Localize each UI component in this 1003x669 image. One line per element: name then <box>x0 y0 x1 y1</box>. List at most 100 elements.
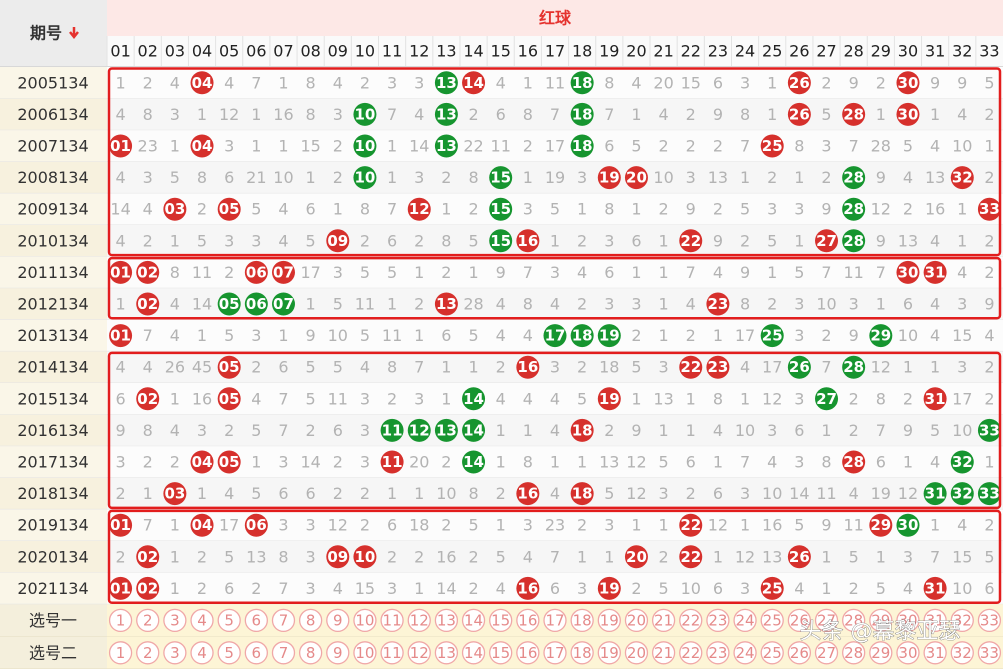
select-number[interactable]: 22 <box>681 644 700 662</box>
select-number[interactable]: 14 <box>464 611 483 629</box>
select-circle[interactable] <box>190 608 214 633</box>
select-number[interactable]: 10 <box>355 644 374 662</box>
select-number[interactable]: 25 <box>763 644 782 662</box>
select-number[interactable]: 30 <box>898 644 917 662</box>
select-circle[interactable] <box>651 608 676 633</box>
select-circle[interactable] <box>842 641 866 665</box>
period-label[interactable]: 2012134 <box>17 295 88 314</box>
select-number[interactable]: 31 <box>926 644 945 662</box>
select-circle[interactable] <box>923 608 947 633</box>
period-label[interactable]: 2010134 <box>17 231 88 250</box>
period-label[interactable]: 2005134 <box>17 73 88 92</box>
select-number[interactable]: 5 <box>224 644 234 662</box>
select-number[interactable]: 32 <box>953 611 972 629</box>
select-circle[interactable] <box>679 641 703 665</box>
select-number[interactable]: 2 <box>143 644 153 662</box>
select-circle[interactable] <box>760 608 784 633</box>
select-circle[interactable] <box>461 641 486 665</box>
select-number[interactable]: 30 <box>898 611 917 629</box>
period-label[interactable]: 2021134 <box>17 579 88 598</box>
select-circle[interactable] <box>244 641 268 665</box>
select-number[interactable]: 9 <box>333 611 343 629</box>
select-number[interactable]: 10 <box>355 611 374 629</box>
select-number[interactable]: 18 <box>573 611 592 629</box>
period-label[interactable]: 2014134 <box>17 358 88 377</box>
select-number[interactable]: 18 <box>573 644 592 662</box>
select-number[interactable]: 31 <box>926 611 945 629</box>
select-number[interactable]: 11 <box>383 611 402 629</box>
select-circle[interactable] <box>814 608 839 633</box>
period-label[interactable]: 2007134 <box>17 137 88 156</box>
sort-arrow[interactable] <box>69 27 79 40</box>
select-circle[interactable] <box>624 608 649 633</box>
select-number[interactable]: 3 <box>170 644 180 662</box>
period-label[interactable]: 2006134 <box>17 105 88 124</box>
select-number[interactable]: 7 <box>279 644 289 662</box>
select-circle[interactable] <box>298 641 323 665</box>
select-number[interactable]: 5 <box>224 611 234 629</box>
select-circle[interactable] <box>434 641 459 665</box>
select-number[interactable]: 33 <box>980 644 999 662</box>
select-circle[interactable] <box>489 641 513 665</box>
select-circle[interactable] <box>353 641 377 665</box>
select-number[interactable]: 6 <box>252 644 262 662</box>
select-circle[interactable] <box>217 608 241 633</box>
select-circle[interactable] <box>733 641 757 665</box>
select-circle[interactable] <box>597 608 621 633</box>
select-number[interactable]: 17 <box>545 644 564 662</box>
select-number[interactable]: 4 <box>197 644 207 662</box>
period-header[interactable]: 期号 <box>30 24 62 43</box>
select-number[interactable]: 28 <box>844 611 863 629</box>
select-circle[interactable] <box>733 608 757 633</box>
period-label[interactable]: 2009134 <box>17 200 88 219</box>
select-circle[interactable] <box>461 608 486 633</box>
select-number[interactable]: 28 <box>844 644 863 662</box>
select-circle[interactable] <box>326 608 350 633</box>
select-circle[interactable] <box>869 608 893 633</box>
select-number[interactable]: 29 <box>871 644 890 662</box>
select-circle[interactable] <box>108 608 133 633</box>
select-number[interactable]: 16 <box>518 644 537 662</box>
select-number[interactable]: 20 <box>627 644 646 662</box>
select-circle[interactable] <box>543 608 567 633</box>
select-number[interactable]: 20 <box>627 611 646 629</box>
select-number[interactable]: 16 <box>518 611 537 629</box>
select-number[interactable]: 33 <box>980 611 999 629</box>
select-circle[interactable] <box>516 641 540 665</box>
select-number[interactable]: 14 <box>464 644 483 662</box>
select-circle[interactable] <box>543 641 567 665</box>
select-number[interactable]: 11 <box>383 644 402 662</box>
select-number[interactable]: 12 <box>410 644 429 662</box>
select-circle[interactable] <box>570 608 594 633</box>
select-circle[interactable] <box>706 641 730 665</box>
select-number[interactable]: 24 <box>736 644 755 662</box>
select-number[interactable]: 27 <box>817 644 836 662</box>
select-circle[interactable] <box>787 608 812 633</box>
select-circle[interactable] <box>353 608 377 633</box>
select-circle[interactable] <box>136 608 160 633</box>
select-number[interactable]: 32 <box>953 644 972 662</box>
select-circle[interactable] <box>977 608 1002 633</box>
select-circle[interactable] <box>706 608 730 633</box>
select-number[interactable]: 22 <box>681 611 700 629</box>
select-circle[interactable] <box>570 641 594 665</box>
select-circle[interactable] <box>597 641 621 665</box>
select-circle[interactable] <box>760 641 784 665</box>
select-number[interactable]: 19 <box>600 644 619 662</box>
select-circle[interactable] <box>869 641 893 665</box>
select-circle[interactable] <box>977 641 1002 665</box>
period-label[interactable]: 2016134 <box>17 421 88 440</box>
select-circle[interactable] <box>923 641 947 665</box>
select-number[interactable]: 17 <box>545 611 564 629</box>
select-number[interactable]: 27 <box>817 611 836 629</box>
select-number[interactable]: 8 <box>306 611 316 629</box>
select-circle[interactable] <box>434 608 459 633</box>
period-label[interactable]: 2017134 <box>17 453 88 472</box>
select-circle[interactable] <box>217 641 241 665</box>
period-label[interactable]: 2008134 <box>17 168 88 187</box>
select-circle[interactable] <box>271 608 296 633</box>
select-number[interactable]: 15 <box>491 644 510 662</box>
select-circle[interactable] <box>679 608 703 633</box>
select-number[interactable]: 19 <box>600 611 619 629</box>
select-circle[interactable] <box>163 608 187 633</box>
